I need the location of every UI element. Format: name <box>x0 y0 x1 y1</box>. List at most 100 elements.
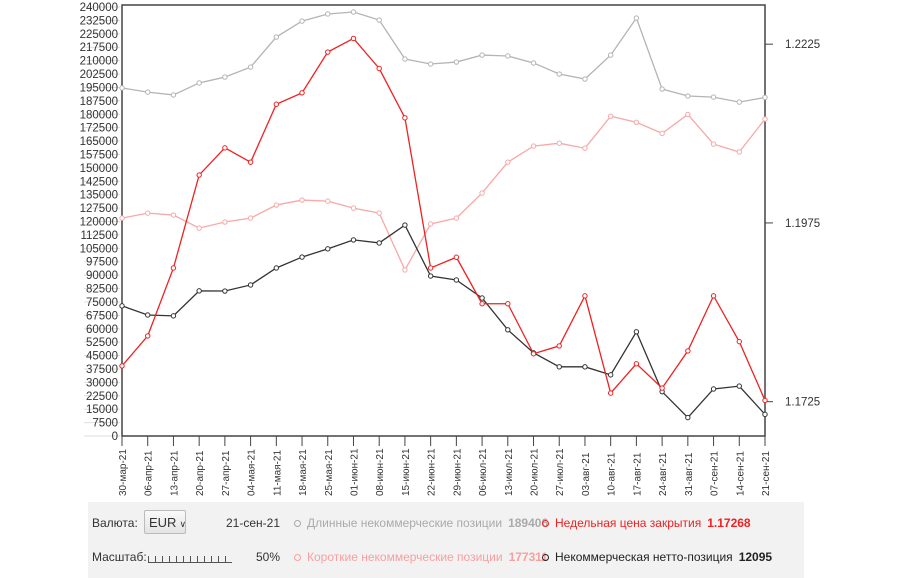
x-tick-label: 20-июл-21 <box>530 448 541 496</box>
chevron-down-icon: ∨ <box>179 519 187 529</box>
data-point <box>453 215 460 221</box>
x-tick-label: 21-сен-21 <box>761 451 772 496</box>
legend-short[interactable]: Короткие некоммерческие позиции 177311 <box>294 550 548 564</box>
data-point <box>530 60 537 66</box>
data-point <box>685 93 691 99</box>
legend-label: Короткие некоммерческие позиции <box>307 550 503 564</box>
series-line <box>121 37 766 401</box>
data-point <box>196 80 202 86</box>
y-tick-label: 232500 <box>80 15 118 27</box>
current-date: 21-сен-21 <box>226 516 280 530</box>
data-point <box>222 288 228 294</box>
legend-long[interactable]: Длинные некоммерческие позиции 189406 <box>294 516 548 530</box>
data-point <box>736 338 742 345</box>
y-tick-label: 60000 <box>86 324 118 336</box>
x-tick-label: 14-сен-21 <box>735 451 746 496</box>
data-point <box>402 115 408 121</box>
data-point <box>222 219 228 225</box>
y-tick-label: 172500 <box>80 123 118 135</box>
data-point <box>273 34 280 40</box>
data-point <box>247 215 254 221</box>
right-tick-label: 1.1725 <box>785 397 820 409</box>
x-tick-label: 25-мая-21 <box>324 449 335 496</box>
y-tick-label: 217500 <box>80 42 118 54</box>
x-tick-label: 04-мая-21 <box>247 449 258 496</box>
y-tick-label: 135000 <box>80 190 118 202</box>
data-point <box>427 221 434 227</box>
y-tick-label: 240000 <box>80 2 118 14</box>
x-tick-label: 30-мар-21 <box>118 449 129 496</box>
y-tick-label: 82500 <box>86 284 118 296</box>
data-point <box>479 295 485 301</box>
data-point <box>505 301 511 307</box>
y-tick-label: 120000 <box>80 217 118 229</box>
data-point <box>762 397 768 404</box>
data-point <box>556 140 562 146</box>
x-tick-label: 11-мая-21 <box>272 450 283 496</box>
legend-dot-icon <box>294 553 301 561</box>
x-tick-label: 06-июл-21 <box>478 448 489 496</box>
y-tick-label: 15000 <box>86 404 118 416</box>
data-point <box>145 210 151 216</box>
data-point <box>582 293 588 299</box>
scale-slider[interactable] <box>148 556 232 563</box>
series-line <box>121 113 766 272</box>
data-point <box>685 111 691 118</box>
data-point <box>453 59 460 65</box>
data-point <box>505 53 511 59</box>
data-point <box>736 99 742 105</box>
y-tick-label: 97500 <box>86 257 118 269</box>
data-point <box>427 265 434 271</box>
data-point <box>145 333 151 339</box>
data-point <box>479 190 485 196</box>
data-point <box>607 52 614 58</box>
series-line <box>121 11 766 103</box>
legend-value: 1.17268 <box>707 516 751 530</box>
legend-value: 12095 <box>738 550 773 564</box>
x-tick-label: 20-апр-21 <box>195 450 206 496</box>
data-point <box>582 76 588 82</box>
data-point <box>376 240 382 246</box>
data-point <box>170 265 177 271</box>
y-tick-label: 210000 <box>80 56 118 68</box>
x-tick-label: 10-авг-21 <box>607 452 618 496</box>
data-point <box>325 49 331 55</box>
y-tick-label: 202500 <box>80 69 118 81</box>
y-tick-label: 225000 <box>80 29 118 41</box>
data-point <box>582 145 588 151</box>
x-tick-label: 15-июн-21 <box>401 448 412 496</box>
data-point <box>736 383 742 389</box>
data-point <box>376 17 382 23</box>
data-point <box>299 18 305 24</box>
data-point <box>196 172 202 178</box>
x-tick-label: 08-июн-21 <box>375 448 386 496</box>
data-point <box>659 385 665 391</box>
legend-value: 189406 <box>508 516 549 530</box>
data-point <box>273 265 280 271</box>
data-point <box>530 143 537 149</box>
data-point <box>325 11 331 17</box>
y-tick-label: 37500 <box>86 364 118 376</box>
data-point <box>119 363 125 369</box>
legend-label: Недельная цена закрытия <box>555 516 702 530</box>
y-tick-label: 150000 <box>80 163 118 175</box>
x-tick-label: 17-авг-21 <box>632 452 643 496</box>
data-point <box>402 267 408 273</box>
currency-select[interactable]: EUR ∨ <box>144 510 186 534</box>
data-point <box>170 313 177 319</box>
legend-net[interactable]: Некоммерческая нетто-позиция 12095 <box>542 550 772 564</box>
series-line <box>121 224 766 419</box>
y-tick-label: 105000 <box>80 243 118 255</box>
data-point <box>762 94 768 101</box>
data-point <box>762 411 768 418</box>
data-point <box>299 254 305 260</box>
data-point <box>402 222 408 228</box>
right-tick-label: 1.2225 <box>785 39 820 51</box>
data-point <box>222 145 228 151</box>
legend-price[interactable]: Недельная цена закрытия 1.17268 <box>542 516 751 530</box>
data-point <box>710 141 717 147</box>
y-tick-label: 30000 <box>86 377 118 389</box>
data-point <box>222 74 228 80</box>
data-point <box>247 282 254 288</box>
